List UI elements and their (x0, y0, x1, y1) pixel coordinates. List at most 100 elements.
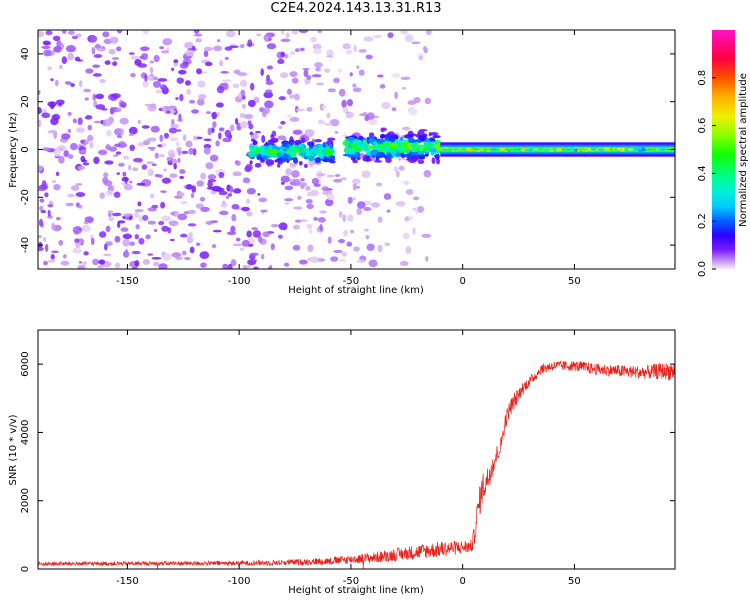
spectrogram-blob (398, 158, 402, 161)
spectrogram-blob (78, 80, 83, 88)
spectrogram-blob (116, 46, 122, 52)
spectrogram-blob (477, 148, 485, 152)
spectrogram-blob (260, 209, 268, 213)
snr-marks (38, 360, 675, 569)
spectrogram-blob (184, 49, 195, 57)
spectrogram-blob (428, 132, 432, 137)
spectrogram-blob (123, 155, 130, 160)
spectrogram-blob (239, 121, 248, 129)
spectrogram-blob (91, 237, 95, 246)
spectrogram-blob (352, 140, 358, 144)
spectrogram-blob (290, 178, 301, 187)
spectrogram-blob (322, 141, 327, 148)
spectrogram-blob (379, 84, 386, 89)
spectrogram-blob (258, 197, 268, 203)
colorbar-tick-label: 0.8 (697, 70, 708, 86)
spectrogram-blob (72, 247, 82, 254)
spectrogram-blob (152, 76, 159, 80)
spectrogram-blob (321, 105, 327, 109)
spectrogram-blob (407, 100, 417, 106)
spectrogram-blob (53, 149, 61, 157)
spectrogram-y-ticks: -40 -20 0 20 40 (20, 48, 675, 253)
spectrogram-blob (294, 219, 302, 223)
spectrogram-blob (356, 65, 360, 69)
snr-panel: -150 -100 -50 0 50 0 2000 4000 6000 Height of s… (8, 329, 676, 596)
spectrogram-blob (246, 188, 256, 195)
spectrogram-blob (306, 223, 313, 229)
spectrogram-blob (47, 259, 56, 263)
spectrogram-blob (169, 137, 179, 142)
spectrogram-blob (51, 180, 57, 183)
spectrogram-blob (376, 151, 385, 159)
spectrogram-blob (422, 147, 428, 152)
spectrogram-blob (262, 107, 271, 115)
spectrogram-blob (333, 178, 343, 183)
spectrogram-blob (136, 182, 146, 186)
spectrogram-blob (280, 30, 285, 35)
colorbar-tick-label: 0.4 (697, 165, 708, 181)
spectrogram-blob (242, 177, 251, 184)
snr-y-tick-label: 4000 (20, 420, 31, 445)
spectrogram-blob (129, 144, 135, 152)
spectrogram-blob (96, 48, 106, 52)
spectrogram-blob (232, 171, 242, 177)
spectrogram-blob (672, 147, 675, 150)
spectrogram-blob (170, 238, 175, 242)
spectrogram-blob (302, 67, 310, 71)
spectrogram-blob (282, 153, 288, 160)
spectrogram-blob (190, 192, 195, 199)
spectrogram-blob (226, 231, 237, 236)
spectrogram-blob (311, 74, 322, 78)
spectrogram-blob (338, 258, 347, 263)
spectrogram-blob (93, 156, 100, 165)
spectrogram-blob (57, 144, 67, 152)
spectrogram-blob (442, 148, 451, 153)
spectrogram-blob (122, 233, 133, 240)
spectrogram-blob (290, 50, 296, 55)
spectrogram-blob (410, 157, 419, 162)
spectrogram-blob (61, 30, 67, 35)
spectrogram-blob (244, 165, 252, 173)
spectrogram-blob (93, 54, 103, 58)
spectrogram-blob (249, 160, 253, 165)
spectrogram-blob (352, 182, 357, 191)
spectrogram-blob (641, 148, 647, 152)
spectrogram-blob (161, 177, 172, 184)
spectrogram-blob (366, 148, 371, 155)
spectrogram-blob (124, 248, 129, 257)
spectrogram-blob (72, 226, 83, 234)
spectrogram-blob (346, 241, 353, 247)
spectrogram-blob (278, 96, 286, 101)
spectrogram-blob (300, 151, 306, 157)
spectrogram-x-tick-label: -100 (228, 276, 251, 287)
spectrogram-blob (154, 152, 159, 159)
spectrogram-blob (70, 83, 75, 88)
spectrogram-blob (486, 148, 490, 152)
spectrogram-blob (109, 36, 119, 44)
spectrogram-blob (258, 236, 263, 243)
spectrogram-blob (41, 112, 51, 118)
spectrogram-blob (317, 216, 326, 223)
snr-x-tick-label: 0 (459, 576, 465, 587)
spectrogram-blob (230, 225, 236, 233)
spectrogram-blob (265, 89, 273, 94)
spectrogram-blob (128, 126, 138, 135)
spectrogram-blob (200, 262, 206, 268)
spectrogram-blob (410, 148, 416, 153)
spectrogram-blob (563, 149, 569, 153)
spectrogram-blob (84, 216, 94, 223)
spectrogram-blob (220, 71, 229, 74)
spectrogram-blob (349, 229, 355, 234)
spectrogram-blob (77, 165, 86, 171)
spectrogram-blob (177, 157, 181, 163)
spectrogram-blob (196, 180, 205, 187)
spectrogram-blob (92, 258, 100, 266)
spectrogram-blob (298, 30, 309, 34)
spectrogram-blob (56, 99, 65, 106)
colorbar-tick-label: 0.6 (697, 118, 708, 134)
spectrogram-blob (232, 188, 242, 194)
spectrogram-blob (239, 43, 245, 49)
spectrogram-blob (141, 125, 150, 129)
spectrogram-blob (418, 55, 424, 61)
spectrogram-blob (635, 147, 643, 151)
